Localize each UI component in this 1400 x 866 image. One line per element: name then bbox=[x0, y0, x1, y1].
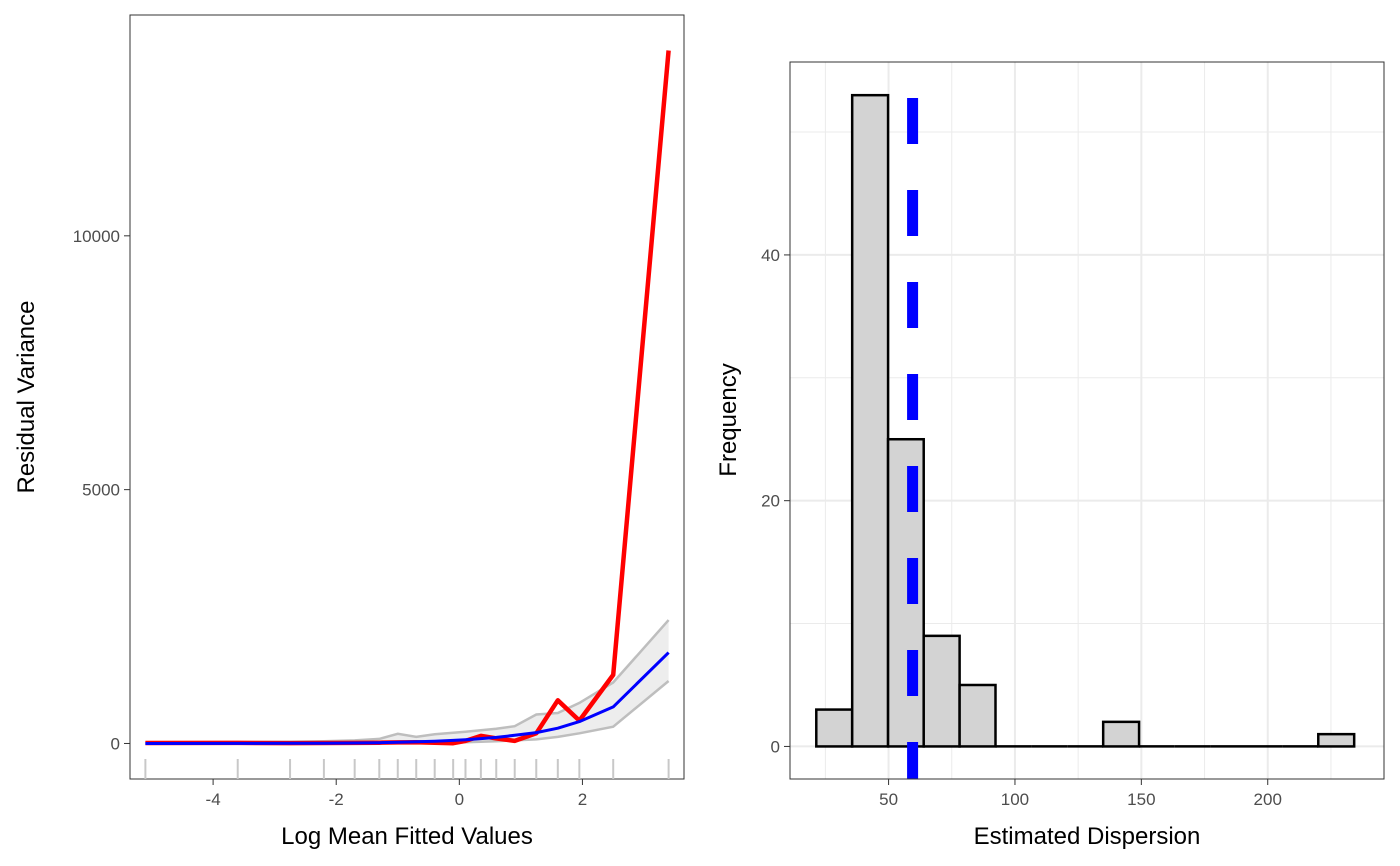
histogram-bar-2 bbox=[886, 437, 925, 748]
left-x-tick-label-3: 2 bbox=[578, 790, 587, 809]
left-y-tick-label-2: 10000 bbox=[73, 227, 120, 246]
right-y-axis-ticks: 0 20 40 bbox=[761, 246, 790, 756]
expected-variance-line bbox=[145, 651, 670, 745]
left-y-axis-title: Residual Variance bbox=[13, 301, 40, 494]
histogram-bar-3 bbox=[922, 634, 961, 748]
right-x-tick-label-1: 100 bbox=[1001, 790, 1029, 809]
histogram-bar-0 bbox=[815, 708, 854, 748]
left-y-tick-label-1: 5000 bbox=[82, 481, 120, 500]
right-y-axis-title: Frequency bbox=[715, 363, 742, 476]
right-y-tick-label-2: 40 bbox=[761, 246, 780, 265]
left-x-tick-label-1: -2 bbox=[329, 790, 344, 809]
right-x-axis-ticks: 50 100 150 200 bbox=[879, 779, 1282, 809]
left-x-tick-label-0: -4 bbox=[206, 790, 221, 809]
dispersion-histogram-panel: 50 100 150 200 0 20 40 Estimated Dispersion F… bbox=[715, 61, 1385, 850]
right-y-tick-label-0: 0 bbox=[771, 737, 780, 756]
right-x-tick-label-0: 50 bbox=[879, 790, 898, 809]
histogram-bar-8 bbox=[1101, 720, 1141, 748]
right-x-tick-label-2: 150 bbox=[1127, 790, 1155, 809]
left-y-axis-ticks: 0 5000 10000 bbox=[73, 227, 130, 753]
left-y-tick-label-0: 0 bbox=[111, 734, 120, 753]
rug-layer bbox=[144, 759, 670, 779]
left-x-tick-label-2: 0 bbox=[455, 790, 464, 809]
left-x-axis-title: Log Mean Fitted Values bbox=[281, 823, 533, 850]
right-panel-border bbox=[789, 61, 1385, 780]
right-x-tick-label-3: 200 bbox=[1254, 790, 1282, 809]
histogram-bar-4 bbox=[958, 683, 997, 748]
variance-lines-layer bbox=[145, 50, 671, 746]
histogram-bar-14 bbox=[1317, 732, 1356, 748]
residual-variance-panel: -4 -2 0 2 0 5000 10000 Log Mean Fitted Values… bbox=[13, 14, 685, 850]
histogram-bar-1 bbox=[850, 93, 890, 748]
right-x-axis-title: Estimated Dispersion bbox=[974, 823, 1201, 850]
right-y-tick-label-1: 20 bbox=[761, 492, 780, 511]
left-x-axis-ticks: -4 -2 0 2 bbox=[206, 779, 587, 809]
left-panel-border bbox=[129, 14, 685, 780]
